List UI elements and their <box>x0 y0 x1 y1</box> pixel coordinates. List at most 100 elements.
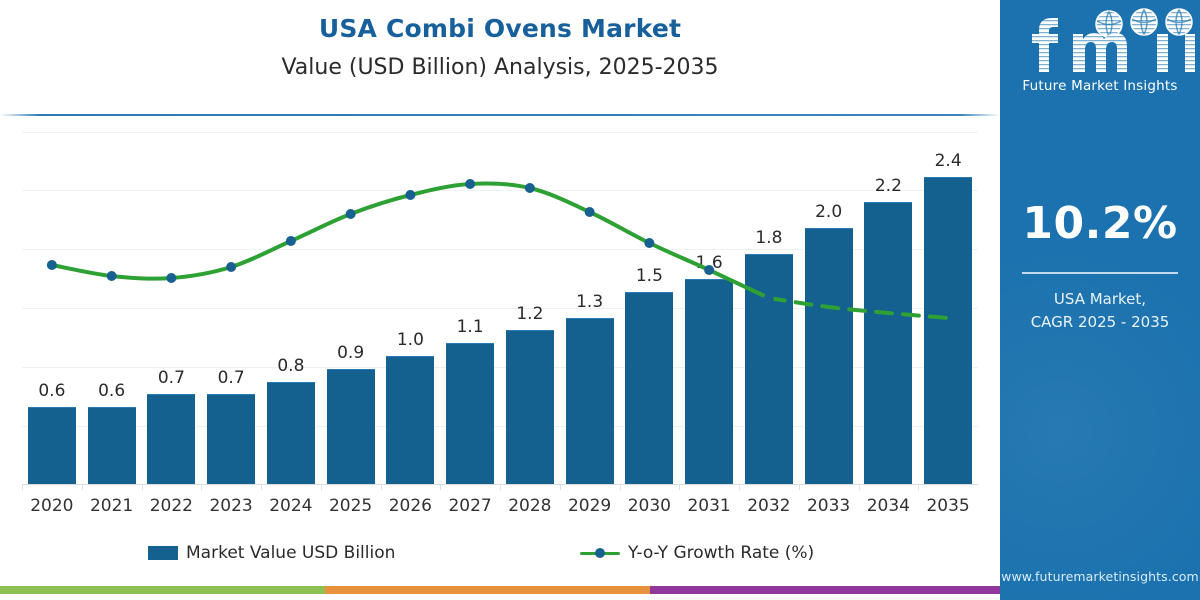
cagr-caption-line-1: USA Market, <box>1053 290 1147 308</box>
bar-value-label-2034: 2.2 <box>874 176 902 197</box>
brand-sidebar: Future Market Insights 10.2% USA Market,… <box>1000 0 1200 600</box>
bar-2026 <box>386 356 435 484</box>
chart-header: USA Combi Ovens Market Value (USD Billio… <box>0 0 1000 116</box>
x-axis-label-2027: 2027 <box>448 496 492 516</box>
x-axis-labels: 2020 2021 2022 2023 2024 2025 2026 2027 2028 2029… <box>22 496 978 524</box>
x-axis-label-2030: 2030 <box>627 496 671 516</box>
bar-value-label-2035: 2.4 <box>934 150 962 171</box>
x-axis-label-2028: 2028 <box>508 496 552 516</box>
fmi-logo-mark-icon <box>1005 8 1196 82</box>
page-subtitle: Value (USD Billion) Analysis, 2025-2035 <box>281 55 719 80</box>
x-axis-label-2022: 2022 <box>149 496 193 516</box>
x-tick-2020 <box>22 484 23 490</box>
x-axis-label-2021: 2021 <box>89 496 134 516</box>
x-axis-label-2034: 2034 <box>866 496 910 516</box>
bar-2034 <box>864 202 913 484</box>
growth-marker-2029 <box>584 207 595 217</box>
x-tick-2025 <box>320 484 322 490</box>
bar-2025 <box>326 368 375 484</box>
growth-marker-2031 <box>704 265 715 275</box>
growth-marker-2026 <box>405 190 416 200</box>
purple-segment <box>650 586 1000 594</box>
gridline <box>22 308 978 309</box>
bar-value-label-2025: 0.9 <box>337 342 365 363</box>
x-axis-label-2032: 2032 <box>747 496 791 516</box>
gridline <box>22 426 978 427</box>
x-tick-2032 <box>739 484 740 490</box>
gridline <box>22 367 978 368</box>
growth-line-series <box>22 132 978 484</box>
bar-2023 <box>207 394 256 484</box>
legend-item-growth-rate[interactable]: Y-o-Y Growth Rate (%) <box>580 543 814 563</box>
growth-marker-2023 <box>226 262 237 272</box>
growth-marker-2020 <box>46 260 57 270</box>
bar-value-label-2020: 0.6 <box>38 381 66 402</box>
growth-marker-2032 <box>763 293 774 303</box>
growth-line-forecast <box>766 296 951 320</box>
bar-value-labels: 0.6 0.6 0.7 0.7 0.8 0.9 1.0 1.1 1.2 1.3 1.5 1.6 1.8 2… <box>22 132 978 484</box>
bar-value-label-2026: 1.0 <box>396 330 424 350</box>
site-url: www.futuremarketinsights.com <box>1001 569 1199 584</box>
growth-marker-2028 <box>524 183 535 193</box>
growth-marker-2021 <box>106 271 117 281</box>
x-axis-label-2023: 2023 <box>209 496 253 516</box>
growth-marker-2022 <box>166 273 177 283</box>
x-tick-2031 <box>679 484 681 490</box>
legend-label-growth-rate: Y-o-Y Growth Rate (%) <box>628 543 815 563</box>
x-axis-label-2020: 2020 <box>30 496 74 516</box>
chart-panel: USA Combi Ovens Market Value (USD Billio… <box>0 0 1000 594</box>
x-tick-2024 <box>261 484 262 490</box>
x-tick-2030 <box>619 484 621 490</box>
x-axis-label-2025: 2025 <box>328 496 373 516</box>
bar-value-label-2032: 1.8 <box>755 227 783 248</box>
fmi-logo: Future Market Insights <box>1000 8 1200 108</box>
legend-bar-swatch-icon <box>148 546 178 560</box>
growth-marker-2027 <box>465 179 476 189</box>
bar-2022 <box>147 394 196 484</box>
x-tick-2021 <box>81 484 83 490</box>
x-axis-label-2035: 2035 <box>926 496 970 516</box>
bar-value-label-2024: 0.8 <box>277 355 305 376</box>
bar-value-label-2023: 0.7 <box>217 368 245 389</box>
bar-value-label-2027: 1.1 <box>456 317 484 338</box>
bar-value-label-2021: 0.6 <box>98 381 126 402</box>
legend-line-swatch-icon <box>580 546 620 560</box>
x-axis-label-2026: 2026 <box>388 496 432 516</box>
plot-area: 0.6 0.6 0.7 0.7 0.8 0.9 1.0 1.1 1.2 1.3 1.5 1.6 1.8 2… <box>22 132 978 484</box>
x-axis-label-2031: 2031 <box>687 496 731 516</box>
bar-2021 <box>87 407 136 484</box>
fmi-logo-tagline: Future Market Insights <box>1022 78 1178 94</box>
x-tick-2029 <box>559 484 561 490</box>
bottom-color-strip <box>0 586 1000 594</box>
bar-2033 <box>804 228 853 484</box>
bar-2028 <box>505 330 554 484</box>
header-divider <box>0 114 1000 116</box>
cagr-divider <box>1022 272 1178 274</box>
page-title: USA Combi Ovens Market <box>318 14 682 43</box>
bar-series <box>22 132 978 484</box>
gridline <box>22 190 978 191</box>
growth-marker-2030 <box>644 238 655 248</box>
growth-line-historic <box>49 181 771 300</box>
bar-2030 <box>625 292 674 484</box>
bar-2029 <box>565 317 614 484</box>
gridline <box>22 249 978 250</box>
x-tick-2022 <box>141 484 143 490</box>
bar-2031 <box>685 279 734 484</box>
x-axis-label-2033: 2033 <box>806 496 851 516</box>
cagr-caption: USA Market, CAGR 2025 - 2035 <box>1000 288 1200 334</box>
bar-value-label-2022: 0.7 <box>157 368 185 389</box>
bar-2035 <box>924 176 973 484</box>
cagr-caption-line-2: CAGR 2025 - 2035 <box>1030 313 1170 331</box>
x-tick-2027 <box>440 484 442 490</box>
x-tick-2033 <box>798 484 800 490</box>
legend-item-market-value[interactable]: Market Value USD Billion <box>148 543 395 563</box>
green-segment <box>0 586 325 594</box>
orange-segment <box>325 586 650 594</box>
gridline <box>22 132 978 133</box>
bar-2027 <box>446 343 495 484</box>
growth-marker-2025 <box>345 209 356 219</box>
bar-value-label-2029: 1.3 <box>576 291 604 312</box>
bar-value-label-2030: 1.5 <box>635 266 663 286</box>
